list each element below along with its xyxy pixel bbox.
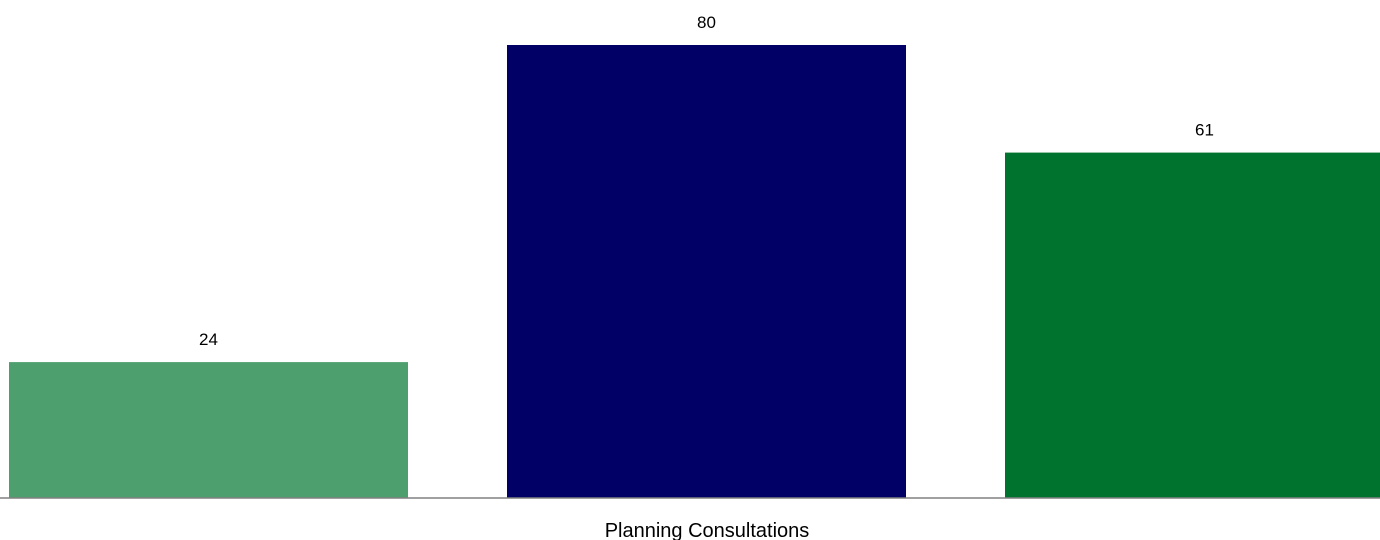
value-labels-layer: 24 80 61 — [199, 13, 1214, 349]
bar-value-label-2: 80 — [697, 13, 716, 32]
bar-2 — [507, 45, 906, 498]
bar-3 — [1005, 152, 1380, 498]
bars-layer — [9, 45, 1380, 498]
bar-1 — [9, 362, 408, 498]
category-label: Planning Consultations — [605, 520, 810, 540]
bar-value-label-1: 24 — [199, 330, 218, 349]
bar-value-label-3: 61 — [1195, 121, 1214, 140]
